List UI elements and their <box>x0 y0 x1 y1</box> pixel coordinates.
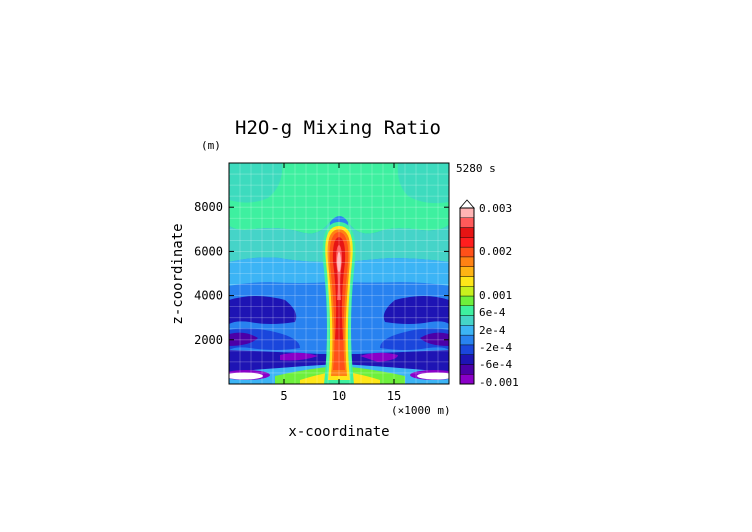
colorbar-swatch <box>459 217 475 228</box>
colorbar-label: 0.001 <box>479 289 512 302</box>
y-tick-label: 6000 <box>194 244 223 258</box>
colorbar-label: -0.001 <box>479 376 519 389</box>
y-tick-label: 4000 <box>194 289 223 303</box>
chart-title: H2O-g Mixing Ratio <box>235 117 441 139</box>
column-peak <box>337 252 341 272</box>
purple-band-left <box>229 332 258 346</box>
colorbar-swatch <box>459 227 475 238</box>
upper-cyan-band-right <box>348 222 449 262</box>
surface-white-left-core <box>229 372 263 380</box>
top-blob-right <box>397 163 449 204</box>
colorbar-swatch <box>459 207 475 218</box>
x-tick-label: 5 <box>280 389 287 403</box>
top-blob-left <box>229 163 283 203</box>
x-unit-label: (×1000 m) <box>391 404 451 417</box>
y-axis-label: z-coordinate <box>170 223 186 324</box>
colorbar-label: 0.003 <box>479 202 512 215</box>
y-axis-ticks: 2000 4000 6000 8000 <box>194 200 449 347</box>
colorbar-swatch <box>459 334 475 346</box>
y-unit-label: (m) <box>201 139 221 152</box>
x-axis-ticks: 5 10 15 <box>280 163 401 403</box>
y-tick-label: 2000 <box>194 333 223 347</box>
colorbar-label: -6e-4 <box>479 358 512 371</box>
colorbar-swatch <box>459 266 475 277</box>
colorbar-swatch <box>459 237 475 248</box>
colorbar-swatch <box>459 295 475 306</box>
colorbar-cap <box>459 199 475 209</box>
mid-cyan-band <box>229 257 330 286</box>
upper-cyan-band <box>229 222 330 262</box>
surface-purple-right <box>360 352 398 362</box>
grid-lines <box>229 163 449 384</box>
colorbar-swatch <box>459 315 475 326</box>
x-tick-label: 15 <box>387 389 401 403</box>
colorbar-swatch <box>459 364 475 375</box>
x-axis-label: x-coordinate <box>288 424 389 440</box>
y-tick-label: 8000 <box>194 200 223 214</box>
colorbar-swatch <box>459 354 475 365</box>
surface-white-right-core <box>417 372 449 380</box>
upper-moist-band <box>229 163 449 234</box>
colorbar-swatch <box>459 276 475 287</box>
colorbar-swatch <box>459 305 475 316</box>
dark-blue-band-left <box>229 296 297 324</box>
colorbar-swatch <box>459 286 475 297</box>
colorbar: -0.001 -6e-4 -2e-4 2e-4 6e-4 0.001 0.002 0.003 <box>459 199 519 389</box>
dark-blue-band-right <box>383 296 449 324</box>
colorbar-swatch <box>459 374 475 385</box>
colorbar-label: -2e-4 <box>479 341 512 354</box>
colorbar-swatch <box>459 246 475 258</box>
mid-cyan-band-right <box>348 258 449 286</box>
colorbar-frame <box>459 207 475 385</box>
purple-band-right <box>420 332 449 346</box>
surface-purple-left <box>280 352 318 361</box>
colorbar-swatch <box>459 325 475 336</box>
colorbar-label: 2e-4 <box>479 324 506 337</box>
colorbar-label: 0.002 <box>479 245 512 258</box>
colorbar-swatch <box>459 256 475 267</box>
time-label: 5280 s <box>456 162 496 175</box>
x-tick-label: 10 <box>332 389 346 403</box>
colorbar-swatch <box>459 344 475 355</box>
colorbar-label: 6e-4 <box>479 306 506 319</box>
